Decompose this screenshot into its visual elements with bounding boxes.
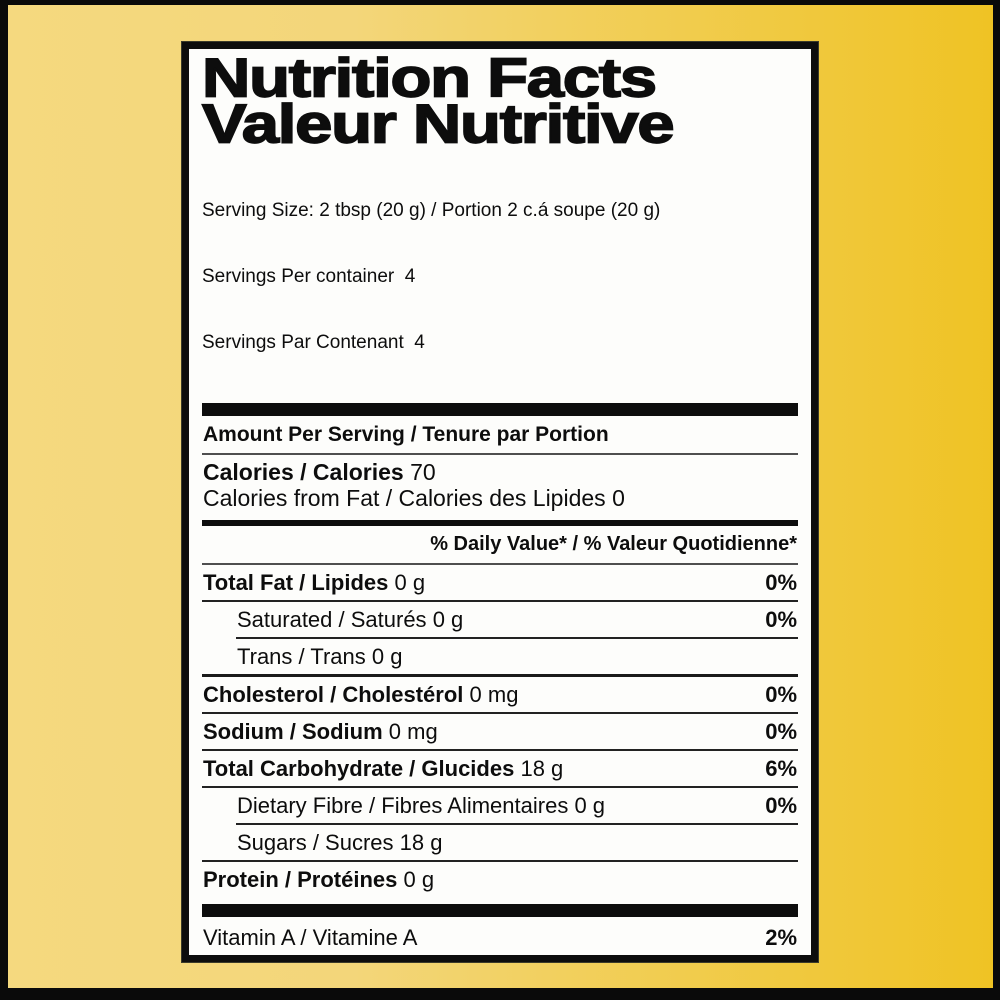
nutrient-name: Protein / Protéines	[203, 867, 398, 892]
serving-size-line: Serving Size: 2 tbsp (20 g) / Portion 2 …	[202, 200, 661, 221]
divider	[202, 749, 798, 751]
nutrient-name: Total Carbohydrate / Glucides	[203, 756, 515, 781]
nutrient-name-amount: Protein / Protéines 0 g	[203, 868, 434, 892]
nutrient-amount: 0 g	[403, 867, 435, 892]
nutrient-name: Total Fat / Lipides	[203, 570, 389, 595]
vitamin-row-vitamin-c: Vitamin C / Vitamine C 2%	[202, 958, 798, 962]
calories-row: Calories / Calories 70	[203, 459, 798, 485]
nutrient-row-cholesterol: Cholesterol / Cholestérol 0 mg 0%	[202, 677, 798, 712]
divider-indented	[236, 823, 798, 825]
daily-value-heading: % Daily Value* / % Valeur Quotidienne*	[430, 533, 797, 555]
calories-section: Calories / Calories 70 Calories from Fat…	[202, 455, 798, 520]
divider-medium	[202, 674, 798, 677]
nutrient-dv: 0%	[765, 719, 797, 744]
serving-info: Serving Size: 2 tbsp (20 g) / Portion 2 …	[202, 156, 798, 398]
servings-per-container-en: Servings Per container 4	[202, 266, 416, 287]
nutrient-name-amount: Sugars / Sucres 18 g	[237, 831, 442, 855]
nutrient-amount: 0 g	[432, 607, 464, 632]
nutrient-name-amount: Sodium / Sodium 0 mg	[203, 720, 438, 744]
divider	[202, 563, 798, 565]
nutrient-dv: 0%	[765, 682, 797, 707]
calories-from-fat-value: 0	[612, 485, 625, 511]
nutrient-name-amount: Dietary Fibre / Fibres Alimentaires 0 g	[237, 794, 605, 818]
divider	[202, 860, 798, 862]
thick-divider-top	[202, 403, 798, 416]
nutrient-row-trans-fat: Trans / Trans 0 g	[202, 639, 798, 674]
nutrient-row-protein: Protein / Protéines 0 g	[202, 862, 798, 897]
nutrient-row-saturated-fat: Saturated / Saturés 0 g 0%	[202, 602, 798, 637]
nutrient-amount: 0 g	[371, 644, 403, 669]
nutrient-name: Dietary Fibre / Fibres Alimentaires	[237, 793, 569, 818]
nutrient-amount: 18 g	[520, 756, 564, 781]
nutrient-name: Sodium / Sodium	[203, 719, 383, 744]
nutrient-dv: 6%	[765, 756, 797, 781]
nutrient-dv: 0%	[765, 570, 797, 595]
calories-from-fat-row: Calories from Fat / Calories des Lipides…	[203, 485, 798, 511]
vitamin-dv: 2%	[765, 925, 797, 950]
nutrient-row-total-carbohydrate: Total Carbohydrate / Glucides 18 g 6%	[202, 751, 798, 786]
servings-per-container-fr: Servings Par Contenant 4	[202, 332, 425, 353]
nutrient-row-sugars: Sugars / Sucres 18 g	[202, 825, 798, 860]
nutrient-dv: 0%	[765, 793, 797, 818]
calories-value: 70	[410, 459, 436, 485]
nutrient-name: Saturated / Saturés	[237, 607, 427, 632]
medium-divider	[202, 520, 798, 526]
amount-per-serving-heading: Amount Per Serving / Tenure par Portion	[203, 423, 609, 446]
divider-indented	[236, 637, 798, 639]
nutrient-name-amount: Cholesterol / Cholestérol 0 mg	[203, 683, 518, 707]
nutrient-name-amount: Total Fat / Lipides 0 g	[203, 571, 425, 595]
divider	[202, 712, 798, 714]
nutrient-name: Cholesterol / Cholestérol	[203, 682, 464, 707]
label-title-fr-text: Valeur Nutritive	[201, 93, 676, 155]
vitamin-row-vitamin-a: Vitamin A / Vitamine A 2%	[202, 919, 798, 955]
nutrient-dv: 0%	[765, 607, 797, 632]
nutrient-amount: 0 g	[394, 570, 426, 595]
nutrient-name: Sugars / Sucres	[237, 830, 394, 855]
label-title-en: Nutrition Facts	[201, 47, 798, 109]
thick-divider-vitamins	[202, 904, 798, 917]
nutrition-label: Nutrition Facts Valeur Nutritive Serving…	[182, 42, 818, 962]
nutrient-row-total-fat: Total Fat / Lipides 0 g 0%	[202, 565, 798, 600]
calories-from-fat-label: Calories from Fat / Calories des Lipides	[203, 485, 606, 511]
divider	[202, 453, 798, 455]
label-title-fr: Valeur Nutritive	[201, 93, 798, 155]
nutrient-amount: 18 g	[399, 830, 443, 855]
nutrient-name-amount: Total Carbohydrate / Glucides 18 g	[203, 757, 563, 781]
nutrient-amount: 0 mg	[388, 719, 438, 744]
nutrient-amount: 0 mg	[469, 682, 519, 707]
nutrient-amount: 0 g	[574, 793, 606, 818]
divider	[202, 786, 798, 788]
nutrient-name-amount: Saturated / Saturés 0 g	[237, 608, 463, 632]
nutrient-row-sodium: Sodium / Sodium 0 mg 0%	[202, 714, 798, 749]
vitamin-name: Vitamin A / Vitamine A	[203, 925, 418, 950]
nutrient-name: Trans / Trans	[237, 644, 366, 669]
nutrient-row-dietary-fibre: Dietary Fibre / Fibres Alimentaires 0 g …	[202, 788, 798, 823]
nutrient-name-amount: Trans / Trans 0 g	[237, 645, 403, 669]
calories-label: Calories / Calories	[203, 459, 404, 485]
divider	[202, 600, 798, 602]
label-title-en-text: Nutrition Facts	[201, 47, 658, 109]
